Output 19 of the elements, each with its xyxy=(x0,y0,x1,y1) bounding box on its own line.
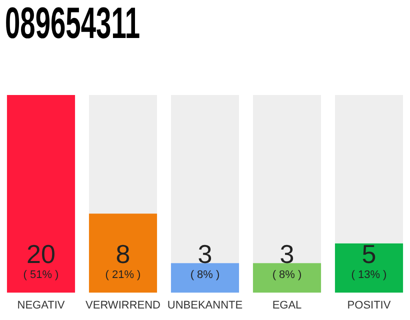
x-tick-label: POSITIV xyxy=(347,299,392,312)
chart-title: 089654311 xyxy=(5,0,140,48)
x-tick-label: NEGATIV xyxy=(17,299,66,312)
annotation: ( 8% ) xyxy=(190,268,220,281)
data-label: 5 xyxy=(362,238,376,269)
bar xyxy=(170,263,240,293)
data-label: 20 xyxy=(26,238,56,269)
bar xyxy=(252,263,322,293)
annotation: ( 8% ) xyxy=(272,268,302,281)
data-label: 3 xyxy=(198,238,212,269)
data-label: 3 xyxy=(280,238,294,269)
x-tick-label: VERWIRREND xyxy=(86,299,161,312)
x-tick-label: EGAL xyxy=(272,299,302,312)
annotation: ( 13% ) xyxy=(351,268,387,281)
x-tick-label: UNBEKANNTE xyxy=(167,299,243,312)
annotation: ( 21% ) xyxy=(105,268,141,281)
annotation: ( 51% ) xyxy=(23,268,59,281)
data-label: 8 xyxy=(116,238,130,269)
bar xyxy=(6,95,76,293)
